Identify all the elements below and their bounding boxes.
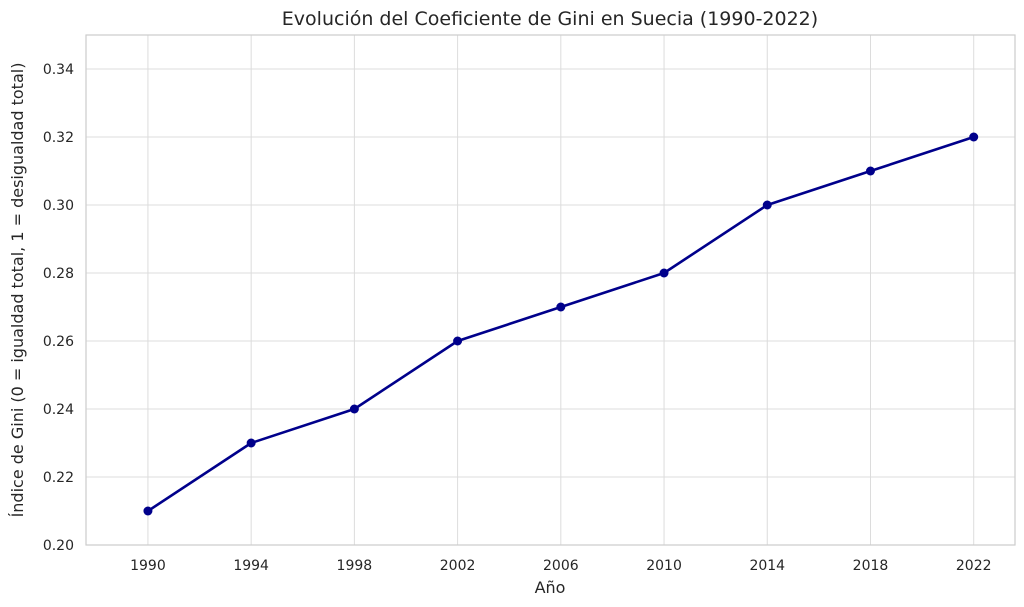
x-tick-label: 1994 [233,558,269,574]
x-tick-label: 2010 [646,558,682,574]
grid-layer [86,35,1015,546]
data-point [143,506,153,516]
y-tick-label: 0.26 [43,334,74,350]
data-point [865,166,875,176]
x-tick-label: 2014 [749,558,785,574]
y-tick-label: 0.24 [43,402,74,418]
data-point [762,200,772,210]
y-axis-label: Índice de Gini (0 = igualdad total, 1 = … [8,63,27,518]
y-tick-label: 0.34 [43,62,74,78]
data-point [556,302,566,312]
data-point [246,438,256,448]
y-tick-label: 0.30 [43,198,74,214]
data-point [453,336,463,346]
x-tick-label: 1998 [337,558,373,574]
y-tick-label: 0.28 [43,266,74,282]
x-tick-label: 2018 [853,558,889,574]
data-point [659,268,669,278]
x-tick-label: 2002 [440,558,476,574]
y-tick-label: 0.22 [43,470,74,486]
data-point [969,132,979,142]
x-tick-label: 2006 [543,558,579,574]
x-axis-label: Año [535,578,566,597]
x-tick-label: 2022 [956,558,992,574]
data-point [349,404,359,414]
plot-frame [85,34,1016,546]
y-tick-label: 0.32 [43,130,74,146]
y-tick-label: 0.20 [43,538,74,554]
x-tick-label: 1990 [130,558,166,574]
chart-title: Evolución del Coeficiente de Gini en Sue… [282,8,818,30]
series-layer [143,132,979,516]
tick-layer: 1990 1994 1998 2002 2006 2010 2014 2018 2022 0.20… [43,62,992,574]
